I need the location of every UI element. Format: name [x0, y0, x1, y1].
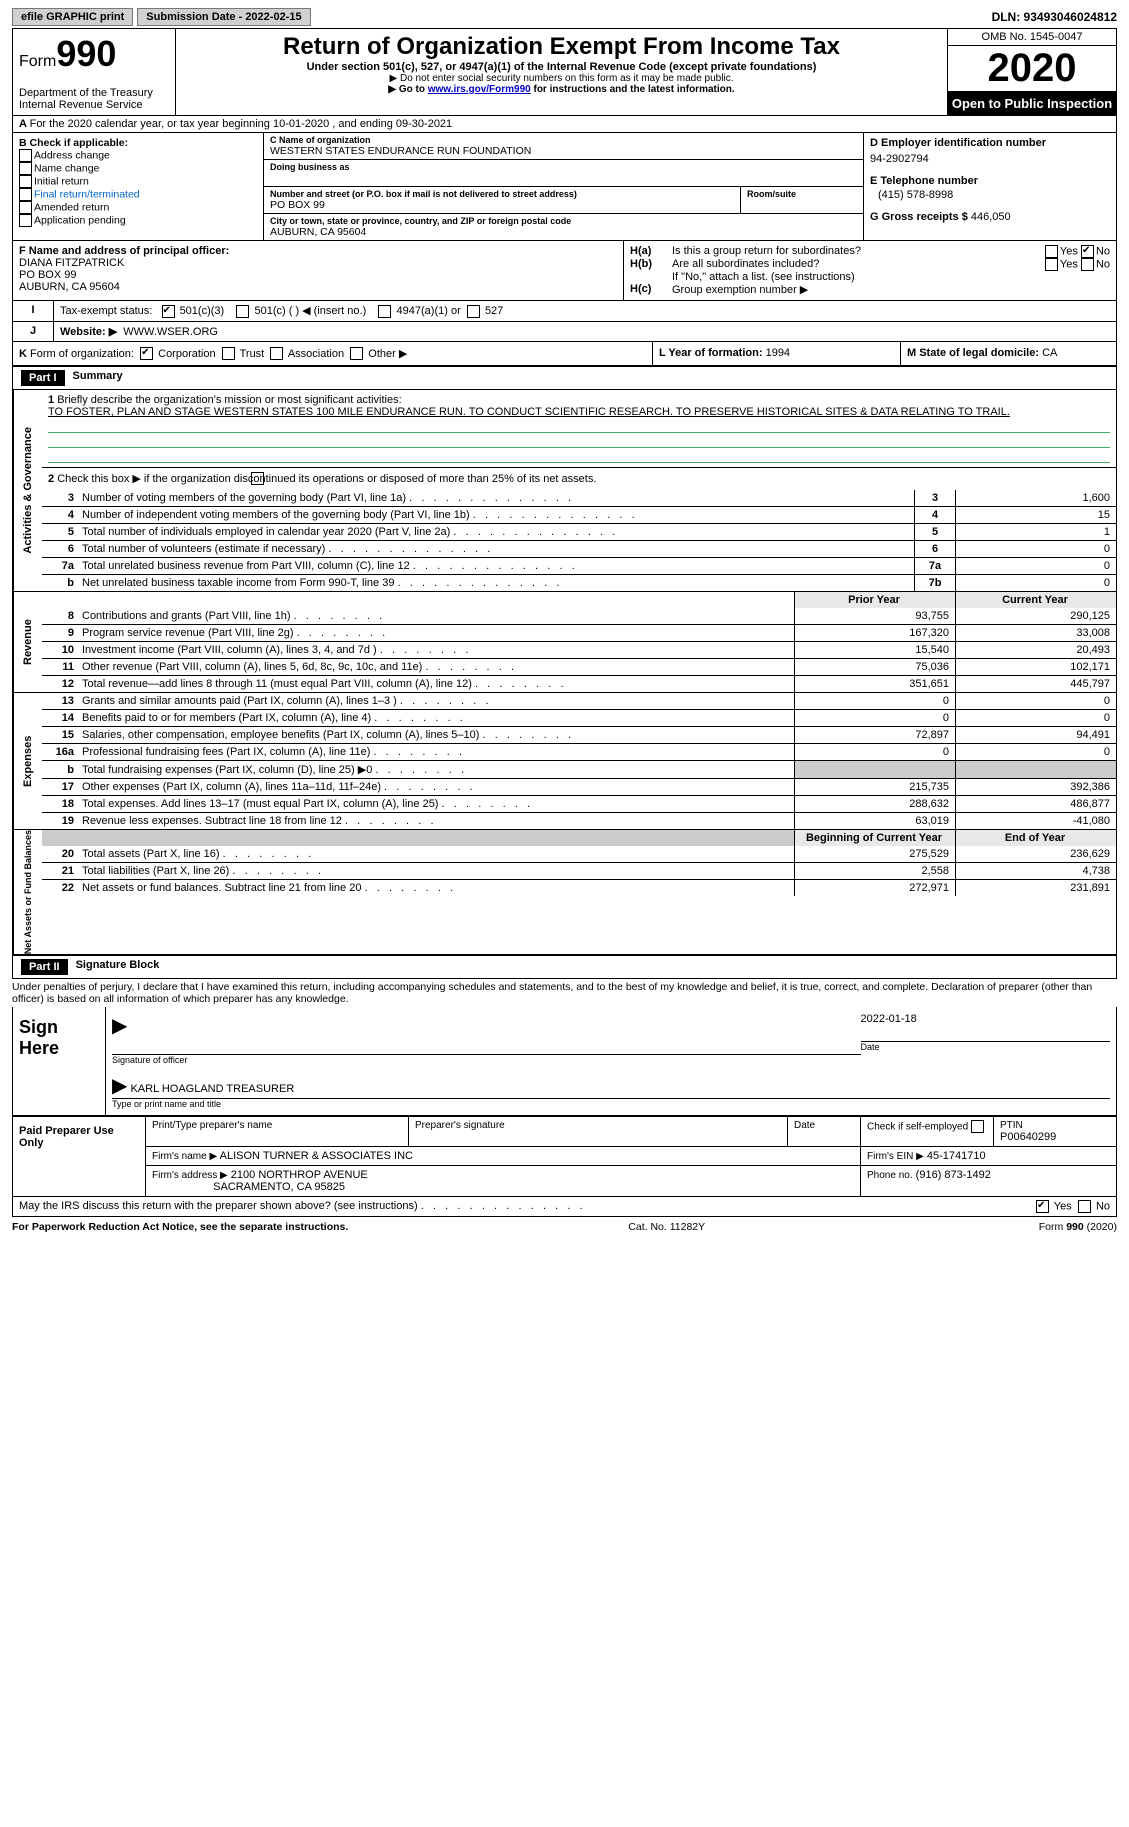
org-address: PO BOX 99 [270, 199, 734, 211]
part-1-title: Summary [73, 370, 123, 386]
form-number: 990 [56, 33, 116, 74]
box-f: F Name and address of principal officer:… [13, 241, 623, 300]
gross-receipts: 446,050 [971, 211, 1011, 223]
tax-year: 2020 [948, 46, 1116, 92]
box-b: B Check if applicable: Address change Na… [13, 133, 264, 240]
instructions-link[interactable]: www.irs.gov/Form990 [428, 84, 531, 95]
box-h: H(a)Is this a group return for subordina… [623, 241, 1116, 300]
expenses-table: 13Grants and similar amounts paid (Part … [42, 693, 1116, 829]
irs-label: Internal Revenue Service [19, 99, 153, 111]
part-1-tag: Part I [21, 370, 65, 386]
penalty-statement: Under penalties of perjury, I declare th… [12, 979, 1117, 1007]
org-name: WESTERN STATES ENDURANCE RUN FOUNDATION [270, 145, 857, 157]
subtitle-1: Under section 501(c), 527, or 4947(a)(1)… [182, 61, 941, 73]
subtitle-2: ▶ Do not enter social security numbers o… [182, 73, 941, 84]
governance-table: 3Number of voting members of the governi… [42, 490, 1116, 591]
preparer-table: Paid Preparer Use Only Print/Type prepar… [12, 1116, 1117, 1197]
box-l: L Year of formation: 1994 [652, 342, 900, 366]
box-m: M State of legal domicile: CA [900, 342, 1116, 366]
tab-expenses: Expenses [13, 693, 42, 829]
submission-date-button[interactable]: Submission Date - 2022-02-15 [137, 8, 310, 26]
tab-revenue: Revenue [13, 592, 42, 692]
dept-label: Department of the Treasury [19, 87, 153, 99]
box-deg: D Employer identification number 94-2902… [863, 133, 1116, 240]
line-a: A For the 2020 calendar year, or tax yea… [12, 116, 1117, 133]
tab-governance: Activities & Governance [13, 390, 42, 591]
dln-label: DLN: 93493046024812 [992, 10, 1117, 24]
net-assets-table: Beginning of Current Year End of Year [42, 830, 1116, 846]
box-c: C Name of organization WESTERN STATES EN… [264, 133, 863, 240]
revenue-table: Prior Year Current Year [42, 592, 1116, 608]
form-word: Form [19, 53, 56, 70]
part-2-title: Signature Block [76, 959, 160, 975]
sign-here-label: Sign Here [13, 1007, 106, 1115]
form-title: Return of Organization Exempt From Incom… [182, 33, 941, 61]
org-city: AUBURN, CA 95604 [270, 226, 857, 238]
phone-value: (415) 578-8998 [878, 189, 1110, 201]
firm-name: ALISON TURNER & ASSOCIATES INC [220, 1150, 413, 1162]
ein-value: 94-2902794 [870, 153, 1110, 165]
subtitle-3: ▶ Go to www.irs.gov/Form990 for instruct… [182, 84, 941, 95]
omb-number: OMB No. 1545-0047 [948, 29, 1116, 46]
paid-preparer-label: Paid Preparer Use Only [13, 1116, 146, 1196]
footer-right: Form 990 (2020) [1039, 1221, 1117, 1233]
sign-date: 2022-01-18 [861, 1013, 1111, 1025]
line-i: Tax-exempt status: 501(c)(3) 501(c) ( ) … [54, 301, 1116, 321]
open-inspection-label: Open to Public Inspection [948, 92, 1116, 115]
officer-name: KARL HOAGLAND TREASURER [130, 1083, 294, 1095]
efile-print-button[interactable]: efile GRAPHIC print [12, 8, 133, 26]
part-2-tag: Part II [21, 959, 68, 975]
discuss-row: May the IRS discuss this return with the… [12, 1197, 1117, 1217]
form-header: Form990 Department of the Treasury Inter… [12, 28, 1117, 116]
tab-net-assets: Net Assets or Fund Balances [13, 830, 42, 954]
line-k: K Form of organization: Corporation Trus… [13, 342, 652, 366]
mission-text: TO FOSTER, PLAN AND STAGE WESTERN STATES… [48, 406, 1110, 418]
top-toolbar: efile GRAPHIC print Submission Date - 20… [12, 8, 1117, 26]
footer-left: For Paperwork Reduction Act Notice, see … [12, 1221, 348, 1233]
footer-mid: Cat. No. 11282Y [628, 1221, 705, 1233]
line-j: Website: ▶ WWW.WSER.ORG [54, 322, 1116, 341]
